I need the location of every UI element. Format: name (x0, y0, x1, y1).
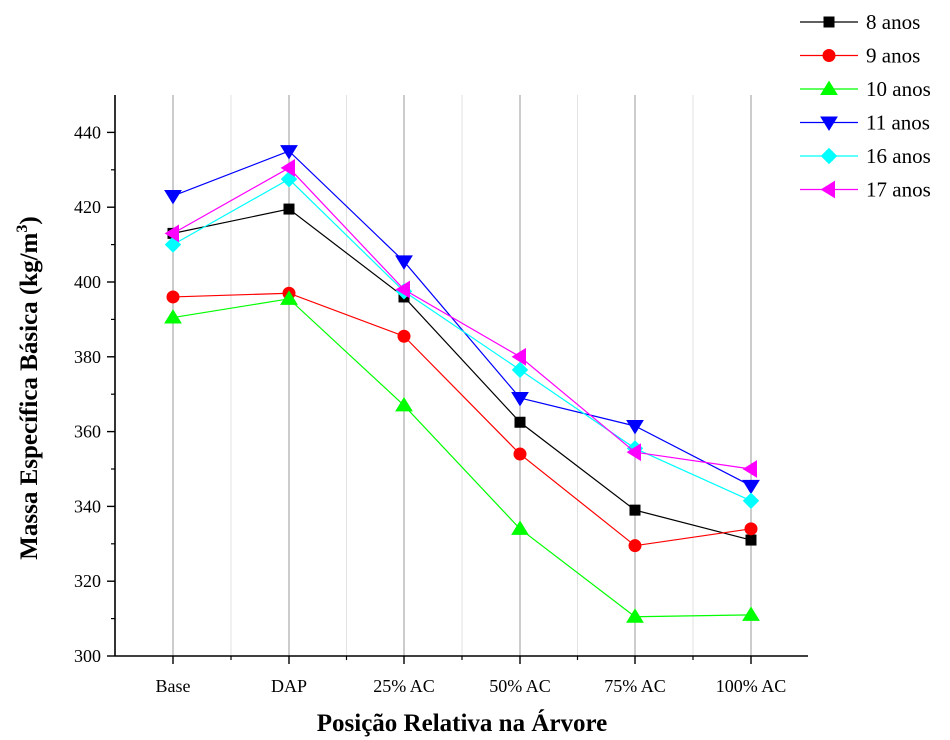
series-line-10-anos (172, 298, 752, 618)
y-axis-title-superscript: 3 (14, 225, 31, 233)
legend-label: 9 anos (866, 44, 920, 68)
legend-item-17-anos: 17 anos (800, 178, 931, 202)
data-point-17-anos (742, 460, 757, 478)
legend-item-11-anos: 11 anos (800, 111, 930, 135)
y-tick-label: 400 (74, 272, 101, 292)
legend-marker (820, 147, 838, 165)
x-tick-label-100pct-ac: 100% AC (716, 676, 787, 696)
series-17-anos (164, 159, 757, 478)
x-axis-title: Posição Relativa na Árvore (317, 709, 607, 737)
data-point-10-anos (626, 608, 644, 623)
series-11-anos (164, 145, 760, 495)
data-point-8-anos (629, 504, 641, 516)
y-tick-label: 340 (74, 496, 101, 516)
data-point-8-anos (745, 534, 757, 546)
data-point-16-anos (511, 361, 529, 379)
data-point-11-anos (626, 419, 644, 435)
data-point-17-anos (164, 224, 179, 243)
legend-item-16-anos: 16 anos (800, 144, 931, 168)
data-point-11-anos (742, 479, 760, 495)
x-tick-label-25pct-ac: 25% AC (373, 676, 435, 696)
data-point-10-anos (511, 520, 529, 535)
legend-marker (822, 49, 836, 62)
series-line-17-anos (172, 167, 752, 470)
gridlines (172, 95, 752, 656)
data-point-11-anos (511, 391, 529, 407)
series-line-9-anos (172, 292, 752, 547)
y-axis-title: Massa Específica Básica (kg/m3) (14, 216, 43, 559)
data-point-11-anos (280, 145, 298, 160)
data-point-11-anos (395, 255, 413, 270)
y-axis-title-close: ) (16, 216, 43, 224)
data-point-10-anos (395, 396, 413, 412)
data-point-17-anos (395, 280, 410, 299)
data-point-9-anos (166, 290, 180, 304)
data-point-9-anos (513, 447, 527, 461)
x-tick-label-75pct-ac: 75% AC (604, 676, 666, 696)
y-axis-title-main: Massa Específica Básica (kg/m (16, 232, 43, 559)
series-line-8-anos (172, 208, 752, 541)
y-tick-label: 380 (74, 347, 101, 367)
x-tick-label-dap: DAP (271, 676, 307, 696)
data-point-9-anos (744, 522, 758, 536)
data-point-17-anos (280, 159, 295, 177)
legend-marker (823, 16, 835, 28)
data-point-17-anos (511, 347, 526, 366)
legend-label: 17 anos (866, 178, 931, 202)
series-line-16-anos (172, 178, 752, 502)
y-tick-label: 440 (74, 122, 101, 142)
data-point-8-anos (514, 416, 526, 428)
series-10-anos (164, 290, 760, 623)
legend-item-9-anos: 9 anos (800, 44, 920, 68)
data-point-10-anos (280, 290, 298, 305)
data-point-10-anos (164, 309, 182, 324)
data-point-9-anos (628, 539, 642, 553)
series-layer (164, 145, 760, 623)
legend-label: 10 anos (866, 77, 931, 101)
x-tick-label-50pct-ac: 50% AC (489, 676, 551, 696)
data-point-10-anos (742, 606, 760, 621)
y-tick-label: 420 (74, 197, 101, 217)
legend-marker (820, 80, 838, 95)
y-tick-label: 300 (74, 646, 101, 666)
data-point-9-anos (397, 329, 411, 343)
series-line-11-anos (172, 150, 752, 487)
axes: 300 320 340 360 380 400 420 440 Base DAP 25% AC 50%… (74, 95, 808, 696)
series-9-anos (166, 286, 758, 553)
data-point-11-anos (164, 189, 182, 205)
legend-item-10-anos: 10 anos (800, 77, 931, 101)
legend-item-8-anos: 8 anos (800, 10, 920, 34)
legend-marker (820, 116, 838, 131)
legend-label: 8 anos (866, 10, 920, 34)
x-tick-label-base: Base (156, 676, 191, 696)
data-point-8-anos (283, 203, 295, 215)
y-tick-label: 320 (74, 571, 101, 591)
legend: 8 anos 9 anos 10 anos 11 anos 16 anos 17 anos (800, 10, 931, 202)
legend-label: 11 anos (866, 111, 930, 135)
y-tick-label: 360 (74, 422, 101, 442)
data-point-17-anos (626, 443, 641, 462)
data-point-16-anos (742, 492, 760, 509)
legend-label: 16 anos (866, 144, 931, 168)
legend-marker (820, 180, 835, 199)
